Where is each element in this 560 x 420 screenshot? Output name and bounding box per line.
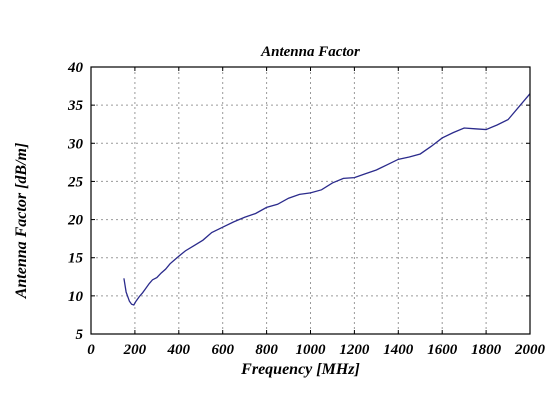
chart-title: Antenna Factor [260,44,360,60]
ticks: 0 200 400 600 800 1000 1200 1400 1600 1800 2000 5 10… [67,60,546,358]
grid [91,67,530,334]
x-tick-label: 600 [211,342,234,358]
y-tick-label: 20 [67,213,84,229]
x-tick-label: 200 [123,342,147,358]
y-tick-label: 30 [67,136,84,152]
y-tick-label: 15 [68,251,84,267]
y-tick-label: 35 [67,98,84,114]
y-tick-label: 10 [68,289,84,305]
x-axis-title: Frequency [MHz] [240,361,360,378]
x-tick-label: 1200 [339,342,370,358]
y-tick-label: 5 [76,327,84,343]
x-tick-label: 1400 [383,342,414,358]
series-line [123,93,531,306]
x-tick-label: 0 [87,342,95,358]
x-tick-label: 1000 [296,342,327,358]
y-tick-label: 40 [67,60,84,76]
series-layer [123,93,531,306]
x-tick-label: 1600 [427,342,458,358]
x-tick-label: 400 [167,342,191,358]
x-tick-label: 2000 [514,342,546,358]
y-tick-label: 25 [67,174,84,190]
y-axis-title: Antenna Factor [dB/m] [13,143,30,300]
x-tick-label: 800 [255,342,278,358]
x-tick-label: 1800 [471,342,502,358]
